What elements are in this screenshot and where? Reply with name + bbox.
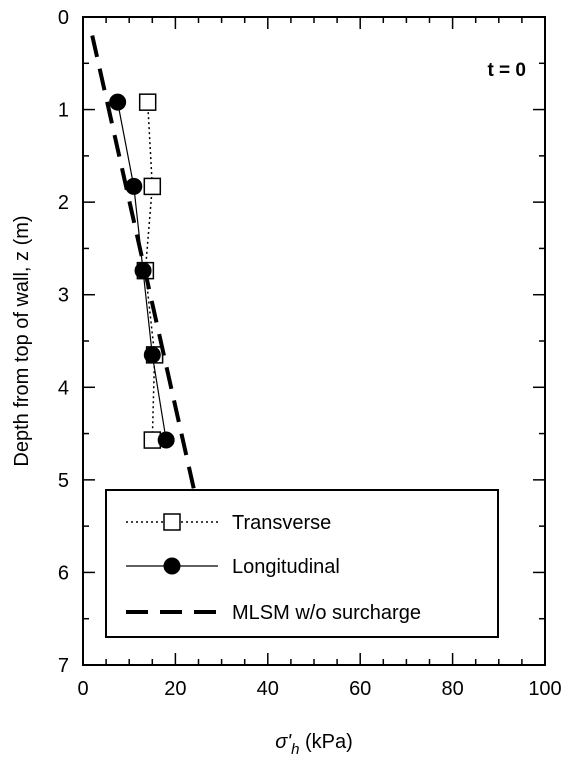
x-axis-unit: (kPa) — [299, 731, 352, 753]
data-point — [143, 346, 161, 364]
series-mlsm-w-o-surcharge — [90, 35, 196, 490]
x-tick-label: 100 — [528, 678, 561, 700]
series-layer — [90, 35, 196, 490]
y-axis-title: Depth from top of wall, z (m) — [11, 215, 33, 466]
y-tick-label: 4 — [58, 377, 69, 399]
legend-item-transverse: Transverse — [126, 512, 331, 534]
legend-marker — [163, 513, 181, 531]
data-point — [125, 177, 143, 195]
legend-label: MLSM w/o surcharge — [232, 602, 421, 624]
legend: Transverse Longitudinal MLSM w/o surcharge — [105, 489, 499, 638]
y-tick-label: 1 — [58, 100, 69, 122]
y-tick-label: 0 — [58, 7, 69, 29]
data-point — [143, 177, 162, 196]
series-line — [144, 102, 156, 441]
x-tick-label: 40 — [257, 678, 279, 700]
y-tick-label: 7 — [58, 655, 69, 677]
y-tick-label: 6 — [58, 562, 69, 584]
annotation-label: t = 0 — [487, 60, 526, 81]
tick-labels: 0 20 40 60 80 100 0 1 2 3 4 5 6 7 — [58, 7, 562, 700]
x-axis-subscript: h — [291, 741, 299, 758]
y-tick-label: 3 — [58, 285, 69, 307]
series-line — [90, 35, 196, 490]
x-tick-label: 60 — [349, 678, 371, 700]
legend-item-longitudinal: Longitudinal — [126, 556, 340, 578]
legend-label: Longitudinal — [232, 556, 340, 578]
x-tick-label: 80 — [441, 678, 463, 700]
y-tick-label: 5 — [58, 470, 69, 492]
y-tick-label: 2 — [58, 192, 69, 214]
x-tick-label: 20 — [164, 678, 186, 700]
legend-label: Transverse — [232, 512, 331, 534]
legend-item-mlsm-w-o-surcharge: MLSM w/o surcharge — [126, 602, 421, 624]
data-point — [157, 431, 175, 449]
x-tick-label: 0 — [77, 678, 88, 700]
legend-marker — [163, 557, 181, 575]
x-axis-title: σ'h (kPa) — [275, 731, 353, 758]
axis-ticks — [82, 16, 546, 666]
data-point — [109, 93, 127, 111]
data-point — [138, 93, 157, 111]
x-axis-symbol: σ' — [275, 731, 292, 753]
